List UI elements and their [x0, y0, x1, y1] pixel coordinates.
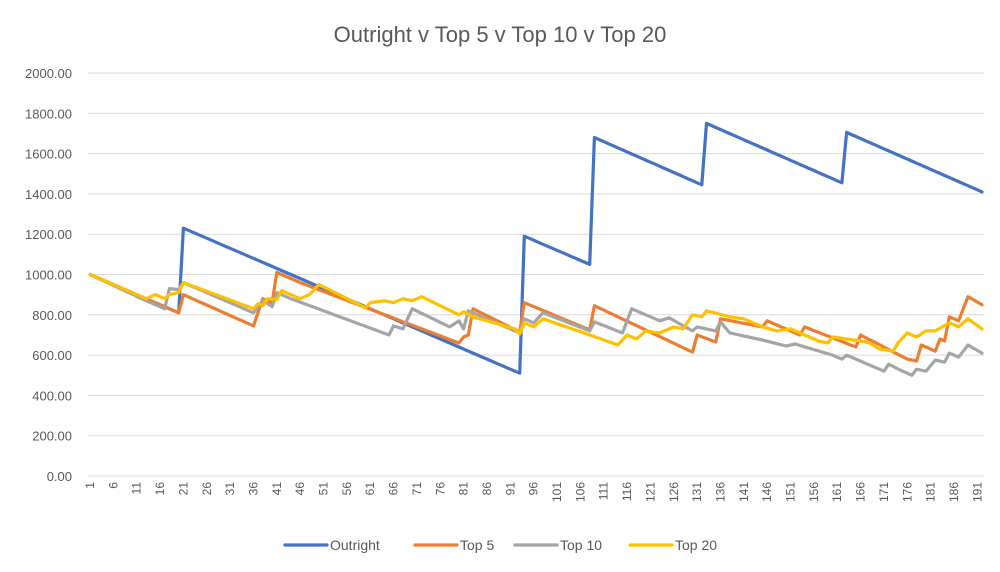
- x-tick-label: 66: [387, 482, 401, 496]
- x-tick-label: 101: [550, 482, 564, 502]
- x-tick-label: 31: [223, 482, 237, 496]
- x-tick-label: 141: [737, 482, 751, 502]
- x-tick-label: 76: [433, 482, 447, 496]
- x-tick-label: 151: [784, 482, 798, 502]
- legend-label: Top 5: [460, 537, 494, 553]
- x-tick-label: 191: [970, 482, 984, 502]
- x-tick-label: 111: [597, 482, 611, 501]
- legend-item-outright: Outright: [283, 537, 380, 553]
- y-tick-label: 1400.00: [25, 187, 72, 202]
- x-tick-label: 71: [410, 482, 424, 496]
- x-tick-label: 116: [620, 482, 634, 501]
- x-tick-label: 21: [176, 482, 190, 496]
- x-tick-label: 11: [130, 482, 144, 495]
- x-tick-label: 106: [573, 482, 587, 502]
- x-tick-label: 176: [900, 482, 914, 502]
- y-tick-label: 400.00: [32, 388, 72, 403]
- series-lines: [88, 121, 984, 377]
- series-line-top-10: [88, 272, 984, 377]
- x-tick-label: 121: [643, 482, 657, 502]
- x-tick-label: 1: [83, 482, 97, 489]
- series-line-top-20: [88, 272, 984, 353]
- x-tick-label: 96: [527, 482, 541, 496]
- y-tick-label: 600.00: [32, 348, 72, 363]
- x-tick-label: 131: [690, 482, 704, 502]
- x-axis-ticks: 1 6 11 16 21 26 31 36 41 46 51 56 61 66 71 76 81 86 91 96 10…: [83, 482, 984, 502]
- x-tick-label: 51: [317, 482, 331, 496]
- x-tick-label: 36: [246, 482, 260, 496]
- x-tick-label: 156: [807, 482, 821, 502]
- y-tick-label: 800.00: [32, 308, 72, 323]
- x-tick-label: 26: [200, 482, 214, 496]
- legend: Outright Top 5 Top 10 Top 20: [283, 537, 717, 553]
- x-tick-label: 91: [503, 482, 517, 496]
- chart-title: Outright v Top 5 v Top 10 v Top 20: [334, 22, 667, 47]
- y-tick-label: 1200.00: [25, 227, 72, 242]
- x-tick-label: 46: [293, 482, 307, 496]
- y-tick-label: 2000.00: [25, 66, 72, 81]
- y-tick-label: 1800.00: [25, 106, 72, 121]
- x-tick-label: 81: [457, 482, 471, 496]
- x-tick-label: 186: [947, 482, 961, 502]
- x-tick-label: 41: [270, 482, 284, 496]
- y-tick-label: 200.00: [32, 429, 72, 444]
- legend-label: Top 20: [675, 537, 717, 553]
- x-tick-label: 161: [830, 482, 844, 502]
- series-line-top-5: [88, 270, 984, 363]
- x-tick-label: 16: [153, 482, 167, 496]
- legend-item-top-10: Top 10: [513, 537, 602, 553]
- legend-item-top-5: Top 5: [413, 537, 494, 553]
- gridlines: [88, 72, 984, 437]
- legend-label: Outright: [330, 537, 380, 553]
- x-tick-label: 6: [106, 482, 120, 489]
- x-tick-label: 171: [877, 482, 891, 502]
- y-tick-label: 1600.00: [25, 147, 72, 162]
- y-axis-ticks: 0.00 200.00 400.00 600.00 800.00 1000.00 1200.…: [25, 66, 72, 484]
- x-tick-label: 56: [340, 482, 354, 496]
- x-tick-label: 61: [363, 482, 377, 496]
- y-tick-label: 0.00: [47, 469, 72, 484]
- x-tick-label: 126: [667, 482, 681, 502]
- series-line-outright: [88, 121, 984, 375]
- x-tick-label: 181: [924, 482, 938, 502]
- y-tick-label: 1000.00: [25, 268, 72, 283]
- x-tick-label: 86: [480, 482, 494, 496]
- legend-label: Top 10: [560, 537, 602, 553]
- legend-item-top-20: Top 20: [628, 537, 717, 553]
- x-tick-label: 136: [713, 482, 727, 502]
- x-tick-label: 146: [760, 482, 774, 502]
- x-tick-label: 166: [854, 482, 868, 502]
